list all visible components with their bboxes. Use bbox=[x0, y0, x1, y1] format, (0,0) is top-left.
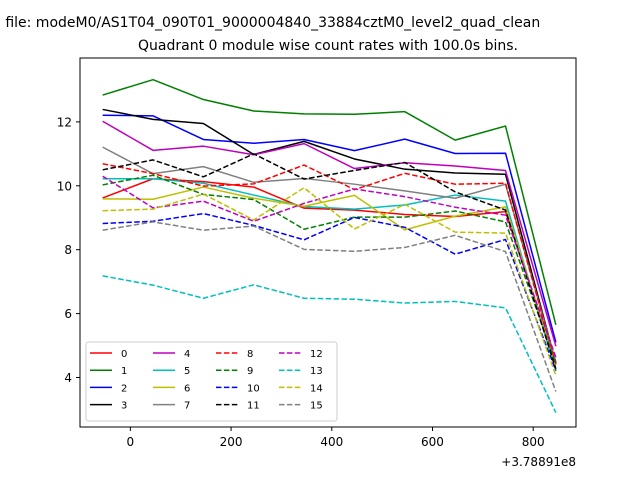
legend-label-10: 10 bbox=[247, 383, 260, 394]
y-tick-label: 12 bbox=[57, 115, 72, 129]
legend-label-4: 4 bbox=[184, 349, 190, 360]
legend-label-13: 13 bbox=[310, 366, 323, 377]
series-line-12 bbox=[102, 175, 557, 358]
legend-label-9: 9 bbox=[247, 366, 253, 377]
series-line-11 bbox=[102, 153, 557, 370]
series-line-2 bbox=[102, 114, 557, 343]
series-line-4 bbox=[102, 120, 557, 347]
legend-label-7: 7 bbox=[184, 401, 190, 412]
legend-label-15: 15 bbox=[310, 401, 323, 412]
y-tick-label: 6 bbox=[64, 307, 72, 321]
series-line-1 bbox=[102, 78, 557, 325]
series-line-14 bbox=[102, 186, 557, 376]
y-tick-label: 4 bbox=[64, 371, 72, 385]
series-line-5 bbox=[102, 178, 557, 372]
y-tick-label: 10 bbox=[57, 179, 72, 193]
series-line-9 bbox=[102, 174, 557, 364]
series-line-15 bbox=[102, 221, 557, 392]
x-offset-label: +3.78891e8 bbox=[501, 455, 576, 469]
legend-box bbox=[85, 341, 338, 422]
legend-label-6: 6 bbox=[184, 383, 190, 394]
series-line-10 bbox=[102, 212, 557, 371]
y-tick-label: 8 bbox=[64, 243, 72, 257]
x-tick-label: 0 bbox=[127, 435, 135, 449]
series-line-7 bbox=[102, 146, 557, 363]
series-line-0 bbox=[102, 178, 557, 362]
legend-label-12: 12 bbox=[310, 349, 323, 360]
series-line-3 bbox=[102, 108, 557, 364]
legend-label-1: 1 bbox=[121, 366, 127, 377]
legend-label-2: 2 bbox=[121, 383, 127, 394]
plot-frame bbox=[79, 57, 577, 428]
x-tick-label: 800 bbox=[522, 435, 545, 449]
chart-title: Quadrant 0 module wise count rates with … bbox=[138, 38, 518, 54]
legend-label-5: 5 bbox=[184, 366, 190, 377]
legend-label-14: 14 bbox=[310, 383, 323, 394]
legend-label-0: 0 bbox=[121, 349, 127, 360]
series-layer bbox=[102, 78, 557, 413]
x-tick-label: 600 bbox=[421, 435, 444, 449]
x-tick-label: 400 bbox=[320, 435, 343, 449]
legend-label-11: 11 bbox=[247, 401, 260, 412]
legend-label-8: 8 bbox=[247, 349, 253, 360]
x-tick-label: 200 bbox=[220, 435, 243, 449]
series-line-13 bbox=[102, 275, 557, 413]
legend-label-3: 3 bbox=[121, 401, 127, 412]
figure-suptitle: n file: modeM0/AS1T04_090T01_9000004840_… bbox=[0, 15, 540, 31]
